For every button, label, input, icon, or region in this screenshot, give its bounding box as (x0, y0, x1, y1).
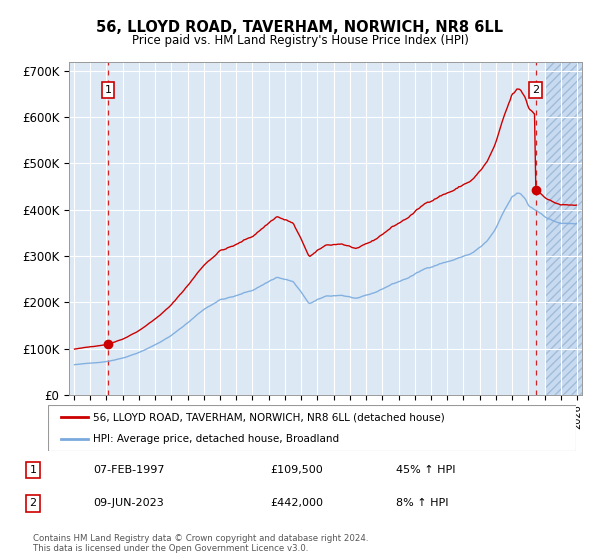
Bar (545, 62, 582, 395)
Text: £109,500: £109,500 (270, 465, 323, 475)
Text: 09-JUN-2023: 09-JUN-2023 (93, 498, 164, 508)
Text: 56, LLOYD ROAD, TAVERHAM, NORWICH, NR8 6LL (detached house): 56, LLOYD ROAD, TAVERHAM, NORWICH, NR8 6… (93, 412, 445, 422)
Text: 2: 2 (532, 85, 539, 95)
Text: Price paid vs. HM Land Registry's House Price Index (HPI): Price paid vs. HM Land Registry's House … (131, 34, 469, 46)
Text: £442,000: £442,000 (270, 498, 323, 508)
Text: HPI: Average price, detached house, Broadland: HPI: Average price, detached house, Broa… (93, 435, 339, 444)
Text: 2: 2 (29, 498, 37, 508)
Text: 1: 1 (104, 85, 112, 95)
Text: 8% ↑ HPI: 8% ↑ HPI (396, 498, 449, 508)
Text: 1: 1 (29, 465, 37, 475)
Text: 45% ↑ HPI: 45% ↑ HPI (396, 465, 455, 475)
Text: Contains HM Land Registry data © Crown copyright and database right 2024.
This d: Contains HM Land Registry data © Crown c… (33, 534, 368, 553)
Text: 56, LLOYD ROAD, TAVERHAM, NORWICH, NR8 6LL: 56, LLOYD ROAD, TAVERHAM, NORWICH, NR8 6… (97, 20, 503, 35)
Text: 07-FEB-1997: 07-FEB-1997 (93, 465, 164, 475)
